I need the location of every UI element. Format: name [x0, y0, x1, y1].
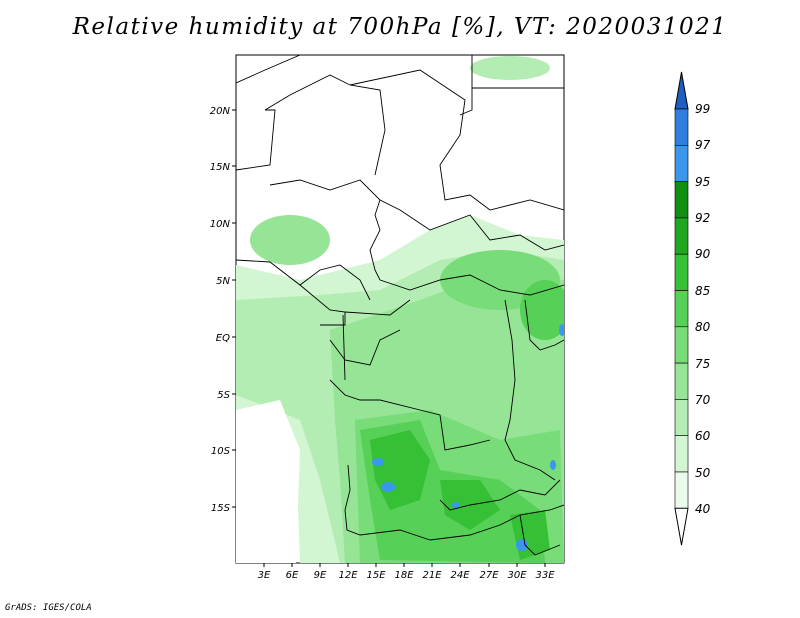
border-line — [344, 299, 411, 316]
humidity-blob-97f — [559, 324, 564, 336]
lat-label: 15S — [211, 503, 231, 514]
border-line — [342, 314, 346, 381]
lon-label: 9E — [314, 570, 327, 581]
border-line — [379, 199, 564, 251]
humidity-zone-top-patch — [470, 56, 550, 80]
lon-label: 33E — [535, 570, 555, 581]
border-line — [236, 55, 301, 84]
border-line — [524, 299, 564, 351]
colorbar-label: 92 — [695, 211, 710, 225]
border-line — [504, 299, 556, 481]
lat-label: 10N — [210, 219, 231, 230]
colorbar-label: 70 — [695, 393, 711, 407]
colorbar-label: 50 — [695, 466, 711, 480]
lon-label: 30E — [507, 570, 527, 581]
colorbar-label: 40 — [695, 502, 711, 516]
lat-axis — [232, 109, 236, 508]
lat-labels: 20N 15N 10N 5N EQ 5S 10S 15S — [210, 106, 231, 514]
lat-label: EQ — [216, 333, 230, 344]
colorbar-segment — [674, 326, 689, 364]
lat-label: 5N — [216, 276, 230, 287]
border-line — [459, 55, 473, 116]
lon-label: 15E — [366, 570, 386, 581]
colorbar — [674, 71, 689, 546]
humidity-blob-97b — [381, 482, 395, 492]
colorbar-segment — [674, 362, 689, 400]
lon-label: 12E — [338, 570, 358, 581]
colorbar-segment — [674, 435, 689, 473]
grads-credit: GrADS: IGES/COLA — [5, 603, 92, 613]
colorbar-label: 95 — [695, 175, 710, 189]
lon-label: 18E — [394, 570, 414, 581]
lon-label: 3E — [258, 570, 271, 581]
humidity-zone-north-patch — [250, 215, 330, 265]
humidity-field — [236, 56, 564, 563]
lon-labels: 3E 6E 9E 12E 15E 18E 21E 24E 27E 30E 33E — [258, 570, 556, 581]
border-line — [349, 69, 564, 211]
colorbar-labels: 99 97 95 92 90 85 80 75 70 60 50 40 — [695, 102, 711, 516]
colorbar-top-arrow — [674, 71, 689, 110]
border-line — [429, 504, 564, 541]
lat-label: 5S — [217, 390, 230, 401]
colorbar-segment — [674, 471, 689, 509]
border-line — [519, 514, 561, 556]
border-line — [236, 259, 371, 301]
border-line — [329, 329, 401, 366]
border-line — [379, 274, 564, 296]
border-line — [329, 379, 491, 451]
humidity-blob-97a — [372, 458, 384, 466]
lon-label: 27E — [479, 570, 499, 581]
colorbar-segment — [674, 399, 689, 436]
country-borders — [236, 55, 564, 556]
border-line — [344, 464, 431, 541]
colorbar-label: 99 — [695, 102, 710, 116]
colorbar-segment — [674, 253, 689, 291]
border-line — [439, 479, 561, 511]
humidity-blob-97e — [550, 460, 556, 470]
colorbar-label: 80 — [695, 320, 711, 334]
border-line — [269, 179, 381, 281]
colorbar-segment — [674, 145, 689, 182]
colorbar-label: 60 — [695, 429, 711, 443]
lon-label: 6E — [286, 570, 299, 581]
map-title: Relative humidity at 700hPa [%], VT: 202… — [72, 14, 728, 40]
colorbar-segment — [674, 181, 689, 219]
colorbar-label: 90 — [695, 247, 711, 261]
lat-label: 10S — [211, 446, 231, 457]
lon-label: 21E — [422, 570, 442, 581]
colorbar-segment — [674, 108, 689, 146]
dry-zone-coast — [236, 400, 300, 563]
colorbar-segment — [674, 290, 689, 328]
colorbar-label: 75 — [695, 357, 710, 371]
lat-label: 15N — [210, 162, 231, 173]
colorbar-label: 97 — [695, 138, 711, 152]
humidity-blob-97d — [516, 539, 528, 551]
colorbar-label: 85 — [695, 284, 710, 298]
colorbar-segment — [674, 217, 689, 255]
lat-label: 20N — [210, 106, 231, 117]
humidity-blob-97c — [452, 502, 460, 508]
lon-label: 24E — [450, 570, 470, 581]
border-line — [236, 109, 276, 171]
colorbar-bottom-arrow — [674, 507, 689, 546]
lon-axis — [263, 563, 546, 567]
